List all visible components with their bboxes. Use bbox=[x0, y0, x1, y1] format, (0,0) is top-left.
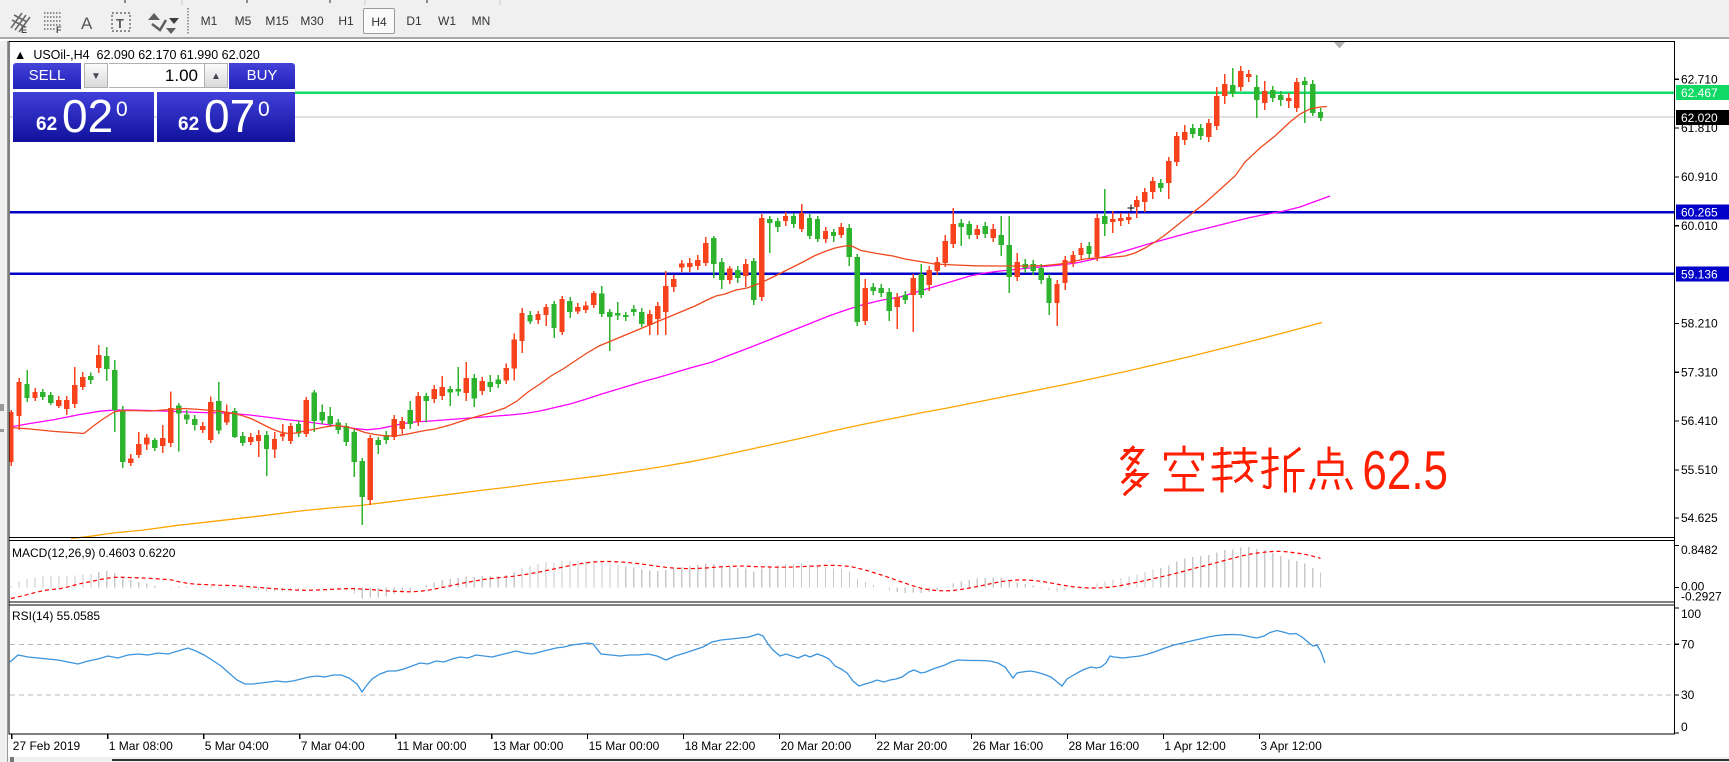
svg-text:0: 0 bbox=[1681, 720, 1688, 734]
svg-text:20 Mar 20:00: 20 Mar 20:00 bbox=[781, 739, 852, 753]
svg-text:70: 70 bbox=[1681, 637, 1695, 651]
svg-text:RSI(14) 55.0585: RSI(14) 55.0585 bbox=[12, 609, 100, 623]
svg-text:22 Mar 20:00: 22 Mar 20:00 bbox=[877, 739, 948, 753]
svg-text:3 Apr 12:00: 3 Apr 12:00 bbox=[1260, 739, 1322, 753]
svg-text:100: 100 bbox=[1681, 607, 1701, 621]
svg-text:55.510: 55.510 bbox=[1681, 463, 1718, 477]
svg-text:1 Mar 08:00: 1 Mar 08:00 bbox=[109, 739, 173, 753]
svg-text:62.020: 62.020 bbox=[1681, 111, 1718, 125]
svg-text:59.136: 59.136 bbox=[1681, 267, 1718, 281]
svg-text:54.625: 54.625 bbox=[1681, 511, 1718, 525]
svg-text:-0.2927: -0.2927 bbox=[1681, 590, 1722, 604]
svg-text:62.710: 62.710 bbox=[1681, 72, 1718, 86]
svg-text:11 Mar 00:00: 11 Mar 00:00 bbox=[397, 739, 467, 753]
svg-text:60.010: 60.010 bbox=[1681, 219, 1718, 233]
svg-text:30: 30 bbox=[1681, 688, 1695, 702]
svg-text:62.5: 62.5 bbox=[1362, 439, 1448, 501]
svg-text:T: T bbox=[116, 16, 124, 31]
svg-text:5 Mar 04:00: 5 Mar 04:00 bbox=[205, 739, 269, 753]
svg-text:15 Mar 00:00: 15 Mar 00:00 bbox=[589, 739, 660, 753]
svg-text:28 Mar 16:00: 28 Mar 16:00 bbox=[1069, 739, 1140, 753]
svg-text:18 Mar 22:00: 18 Mar 22:00 bbox=[685, 739, 756, 753]
svg-text:F: F bbox=[56, 25, 62, 35]
svg-text:0.00: 0.00 bbox=[1681, 580, 1705, 594]
svg-text:58.210: 58.210 bbox=[1681, 316, 1718, 330]
svg-text:27 Feb 2019: 27 Feb 2019 bbox=[13, 739, 81, 753]
svg-text:1 Apr 12:00: 1 Apr 12:00 bbox=[1164, 739, 1226, 753]
svg-text:62.467: 62.467 bbox=[1681, 86, 1718, 100]
svg-text:26 Mar 16:00: 26 Mar 16:00 bbox=[973, 739, 1044, 753]
svg-text:7 Mar 04:00: 7 Mar 04:00 bbox=[301, 739, 365, 753]
svg-text:56.410: 56.410 bbox=[1681, 414, 1718, 428]
svg-text:13 Mar 00:00: 13 Mar 00:00 bbox=[493, 739, 564, 753]
svg-text:57.310: 57.310 bbox=[1681, 365, 1718, 379]
svg-text:A: A bbox=[81, 14, 93, 33]
svg-text:0.8482: 0.8482 bbox=[1681, 543, 1718, 557]
svg-text:60.910: 60.910 bbox=[1681, 170, 1718, 184]
svg-text:MACD(12,26,9) 0.4603 0.6220: MACD(12,26,9) 0.4603 0.6220 bbox=[12, 546, 176, 560]
svg-text:E: E bbox=[21, 25, 27, 35]
svg-text:60.265: 60.265 bbox=[1681, 206, 1718, 220]
